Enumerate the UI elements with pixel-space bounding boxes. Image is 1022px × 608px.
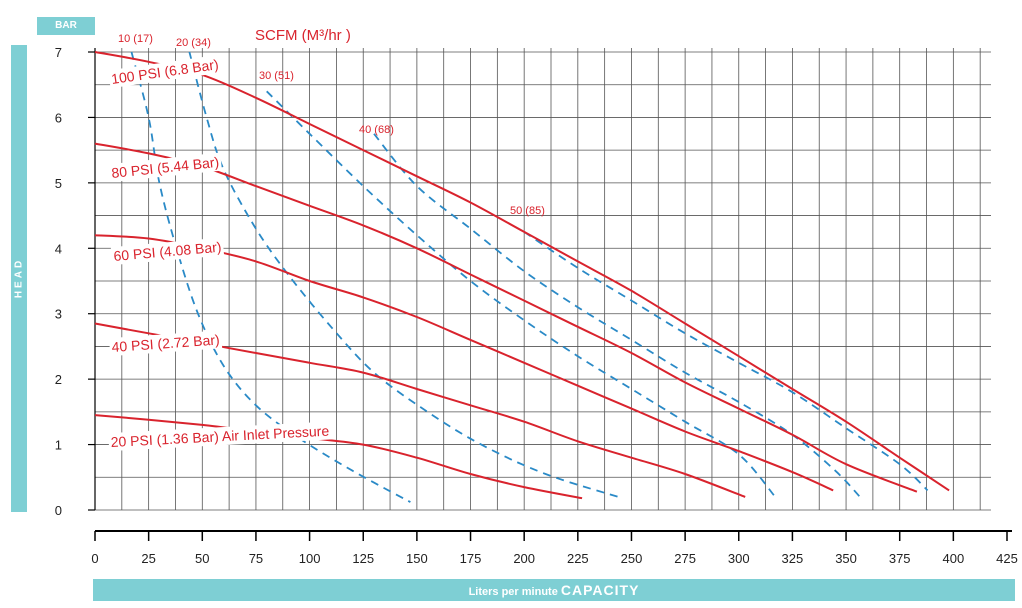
- pressure-label-bg: [108, 152, 222, 183]
- air-curve-2: [188, 51, 624, 500]
- y-tick-label: 4: [55, 241, 62, 256]
- x-tick-label: 75: [249, 551, 263, 566]
- x-tick-label: 25: [141, 551, 155, 566]
- y-tick-label: 3: [55, 307, 62, 322]
- x-tick-label: 250: [621, 551, 643, 566]
- x-tick-label: 425: [996, 551, 1018, 566]
- pressure-label-bg: [110, 237, 225, 266]
- pressure-label-group: 20 PSI (1.36 Bar) Air Inlet Pressure: [108, 421, 332, 452]
- x-tick-label: 275: [674, 551, 696, 566]
- y-tick-label: 1: [55, 438, 62, 453]
- air-consumption-curves: [130, 51, 929, 503]
- pressure-curve-5: [94, 414, 583, 500]
- x-tick-label: 150: [406, 551, 428, 566]
- pressure-label-group: 100 PSI (6.8 Bar): [108, 54, 222, 89]
- y-tick-label: 0: [55, 503, 62, 518]
- x-tick-label: 225: [567, 551, 589, 566]
- pressure-label: 100 PSI (6.8 Bar): [110, 56, 219, 87]
- pressure-curve-1: [94, 51, 950, 492]
- scfm-title: SCFM (M³/hr ): [255, 27, 351, 44]
- pressure-curve-3: [94, 234, 834, 492]
- x-tick-label: 100: [299, 551, 321, 566]
- pressure-curves: [94, 51, 950, 500]
- y-tick-label: 6: [55, 110, 62, 125]
- x-tick-label: 350: [835, 551, 857, 566]
- pressure-label-bg: [108, 54, 222, 89]
- x-tick-label: 375: [889, 551, 911, 566]
- x-tick-label: 300: [728, 551, 750, 566]
- x-axis-title-prefix: Liters per minute: [468, 586, 558, 598]
- air-label: 10 (17): [118, 33, 153, 45]
- air-label: 50 (85): [510, 205, 545, 217]
- x-tick-label: 400: [943, 551, 965, 566]
- air-curve-1: [130, 51, 411, 503]
- x-tick-label: 325: [782, 551, 804, 566]
- x-tick-label: 50: [195, 551, 209, 566]
- air-curve-5: [523, 231, 929, 492]
- pressure-label-bg: [109, 330, 223, 357]
- bar-unit-label: BAR: [37, 17, 95, 35]
- x-tick-label: 200: [513, 551, 535, 566]
- x-axis-title-strong: CAPACITY: [560, 582, 640, 598]
- x-tick-label: 125: [352, 551, 374, 566]
- y-tick-label: 7: [55, 45, 62, 60]
- y-axis-title-band: [11, 45, 27, 512]
- x-axis-title-band: Liters per minute CAPACITY: [93, 579, 1015, 601]
- air-label: 30 (51): [259, 70, 294, 82]
- air-curve-3: [266, 90, 776, 498]
- pressure-label-group: 40 PSI (2.72 Bar): [109, 330, 223, 357]
- y-tick-label: 2: [55, 372, 62, 387]
- pressure-label-bg: [108, 421, 332, 452]
- air-label: 20 (34): [176, 37, 211, 49]
- x-tick-label: 0: [91, 551, 98, 566]
- air-label: 40 (68): [359, 124, 394, 136]
- air-curve-4: [373, 133, 862, 499]
- y-tick-label: 5: [55, 176, 62, 191]
- pressure-curve-2: [94, 142, 918, 493]
- axes: 0 1 2 3 4 5 6 7 0 25 50 75 100 125 150 175 200 225 250 275 3…: [55, 45, 1018, 566]
- curve-labels: 100 PSI (6.8 Bar)80 PSI (5.44 Bar)60 PSI…: [108, 33, 545, 452]
- x-tick-label: 175: [460, 551, 482, 566]
- pressure-label: 40 PSI (2.72 Bar): [111, 331, 220, 355]
